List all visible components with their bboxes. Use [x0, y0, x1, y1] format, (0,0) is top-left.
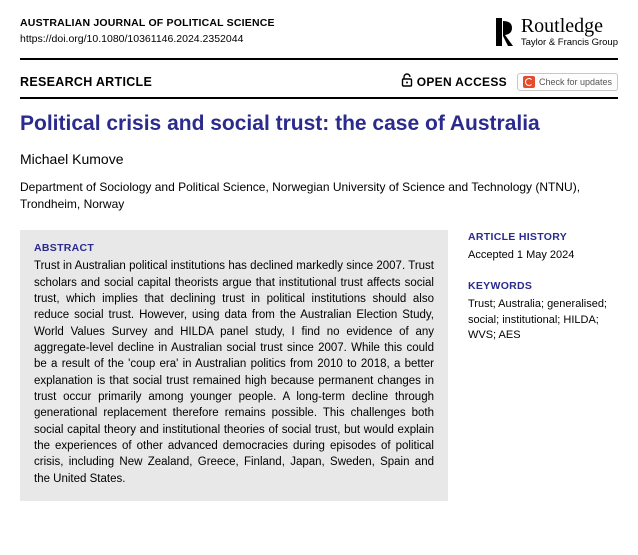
publisher-block: Routledge Taylor & Francis Group — [496, 16, 618, 48]
abstract-heading: ABSTRACT — [34, 242, 434, 254]
article-history-text: Accepted 1 May 2024 — [468, 248, 618, 263]
journal-name: AUSTRALIAN JOURNAL OF POLITICAL SCIENCE — [20, 16, 275, 32]
publisher-sub: Taylor & Francis Group — [521, 38, 618, 48]
publisher-logo: Routledge Taylor & Francis Group — [496, 16, 618, 48]
check-for-updates-label: Check for updates — [539, 77, 612, 87]
header-row: AUSTRALIAN JOURNAL OF POLITICAL SCIENCE … — [20, 16, 618, 60]
routledge-r-icon — [496, 18, 516, 46]
keywords-text: Trust; Australia; generalised; social; i… — [468, 297, 618, 343]
check-for-updates-button[interactable]: Check for updates — [517, 73, 618, 91]
sidebar: ARTICLE HISTORY Accepted 1 May 2024 KEYW… — [468, 230, 618, 359]
journal-block: AUSTRALIAN JOURNAL OF POLITICAL SCIENCE … — [20, 16, 275, 48]
open-lock-icon — [401, 73, 413, 90]
article-type-row: RESEARCH ARTICLE OPEN ACCESS Check for u… — [20, 68, 618, 99]
keywords-heading: KEYWORDS — [468, 279, 618, 294]
crossmark-icon — [523, 76, 535, 88]
open-access-label: OPEN ACCESS — [401, 73, 507, 90]
lower-section: ABSTRACT Trust in Australian political i… — [20, 230, 618, 501]
abstract-box: ABSTRACT Trust in Australian political i… — [20, 230, 448, 501]
article-history-block: ARTICLE HISTORY Accepted 1 May 2024 — [468, 230, 618, 263]
abstract-text: Trust in Australian political institutio… — [34, 258, 434, 487]
open-access-block: OPEN ACCESS Check for updates — [401, 73, 618, 91]
article-title: Political crisis and social trust: the c… — [20, 111, 618, 137]
publisher-name: Routledge — [521, 16, 618, 36]
author-name: Michael Kumove — [20, 151, 618, 167]
doi-link[interactable]: https://doi.org/10.1080/10361146.2024.23… — [20, 33, 243, 45]
open-access-text: OPEN ACCESS — [417, 75, 507, 89]
article-history-heading: ARTICLE HISTORY — [468, 230, 618, 245]
article-type: RESEARCH ARTICLE — [20, 75, 152, 89]
keywords-block: KEYWORDS Trust; Australia; generalised; … — [468, 279, 618, 343]
author-affiliation: Department of Sociology and Political Sc… — [20, 179, 618, 213]
